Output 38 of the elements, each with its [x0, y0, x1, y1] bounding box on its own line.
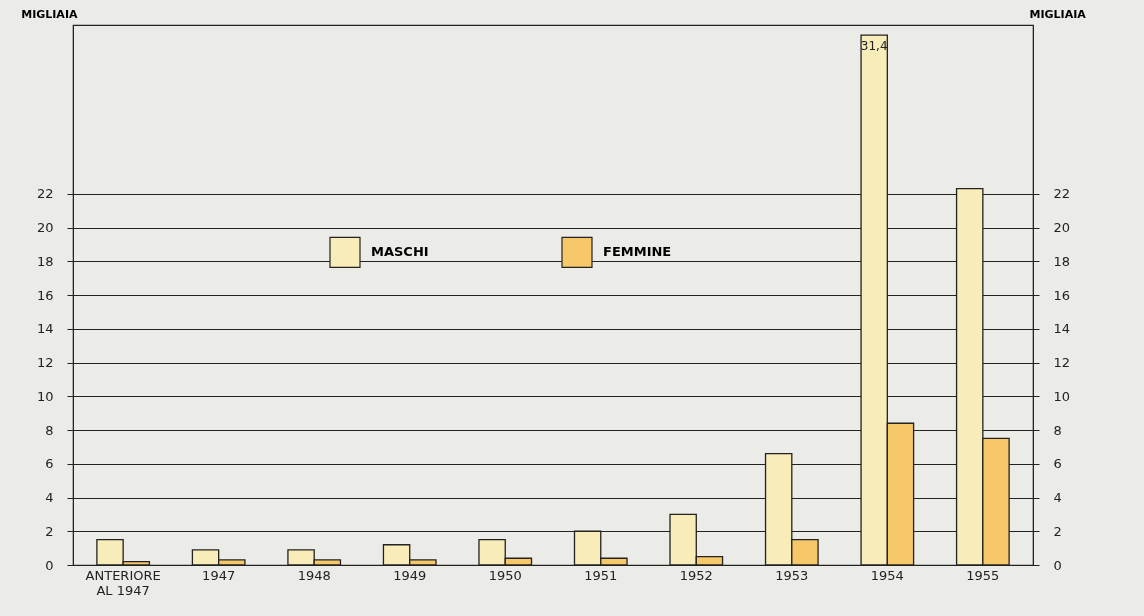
legend-label: FEMMINE — [603, 244, 672, 260]
x-tick-label: 1950 — [488, 567, 522, 583]
y2-tick-label: 20 — [1053, 220, 1071, 235]
x-tick-label: 1953 — [775, 567, 809, 583]
y2-tick-label: 4 — [1053, 490, 1062, 505]
y-tick-label: 2 — [45, 523, 54, 539]
x-tick-label: 1955 — [966, 567, 1000, 583]
y2-tick-label: 18 — [1053, 253, 1071, 269]
y2-tick-label: 2 — [1053, 523, 1062, 539]
y-tick-label: 16 — [36, 287, 54, 303]
y-tick-label: 4 — [45, 490, 54, 505]
y-tick-label: 14 — [36, 321, 54, 337]
x-tick-label: ANTERIORE AL 1947 — [85, 567, 161, 598]
legend-label: MASCHI — [371, 244, 429, 260]
x-tick-label: 1951 — [584, 567, 618, 583]
y-tick-label: 10 — [36, 388, 54, 404]
y-tick-label: 22 — [36, 186, 54, 202]
y2-tick-label: 6 — [1053, 456, 1062, 472]
y2-tick-label: 12 — [1053, 355, 1071, 370]
x-tick-label: 1954 — [870, 567, 904, 583]
y2-tick-label: 22 — [1053, 186, 1071, 202]
x-tick-label: 1952 — [679, 567, 713, 583]
y-tick-label: 6 — [45, 456, 54, 472]
y2-tick-label: 8 — [1053, 422, 1062, 438]
y-tick-label: 20 — [36, 220, 54, 235]
x-tick-label: 1948 — [297, 567, 331, 583]
y2-tick-label: 0 — [1053, 557, 1062, 573]
y-tick-label: 0 — [45, 557, 54, 573]
y2-tick-label: 16 — [1053, 287, 1071, 303]
y-tick-label: 18 — [36, 253, 54, 269]
y-axis-title: MIGLIAIA — [21, 7, 78, 21]
y-tick-label: 8 — [45, 422, 54, 438]
y2-tick-label: 10 — [1053, 388, 1071, 404]
y-tick-label: 12 — [36, 355, 54, 370]
y2-tick-label: 14 — [1053, 321, 1071, 337]
y2-axis-title: MIGLIAIA — [1029, 7, 1087, 21]
x-tick-label: 1947 — [202, 567, 236, 583]
x-tick-label: 1949 — [393, 567, 427, 583]
